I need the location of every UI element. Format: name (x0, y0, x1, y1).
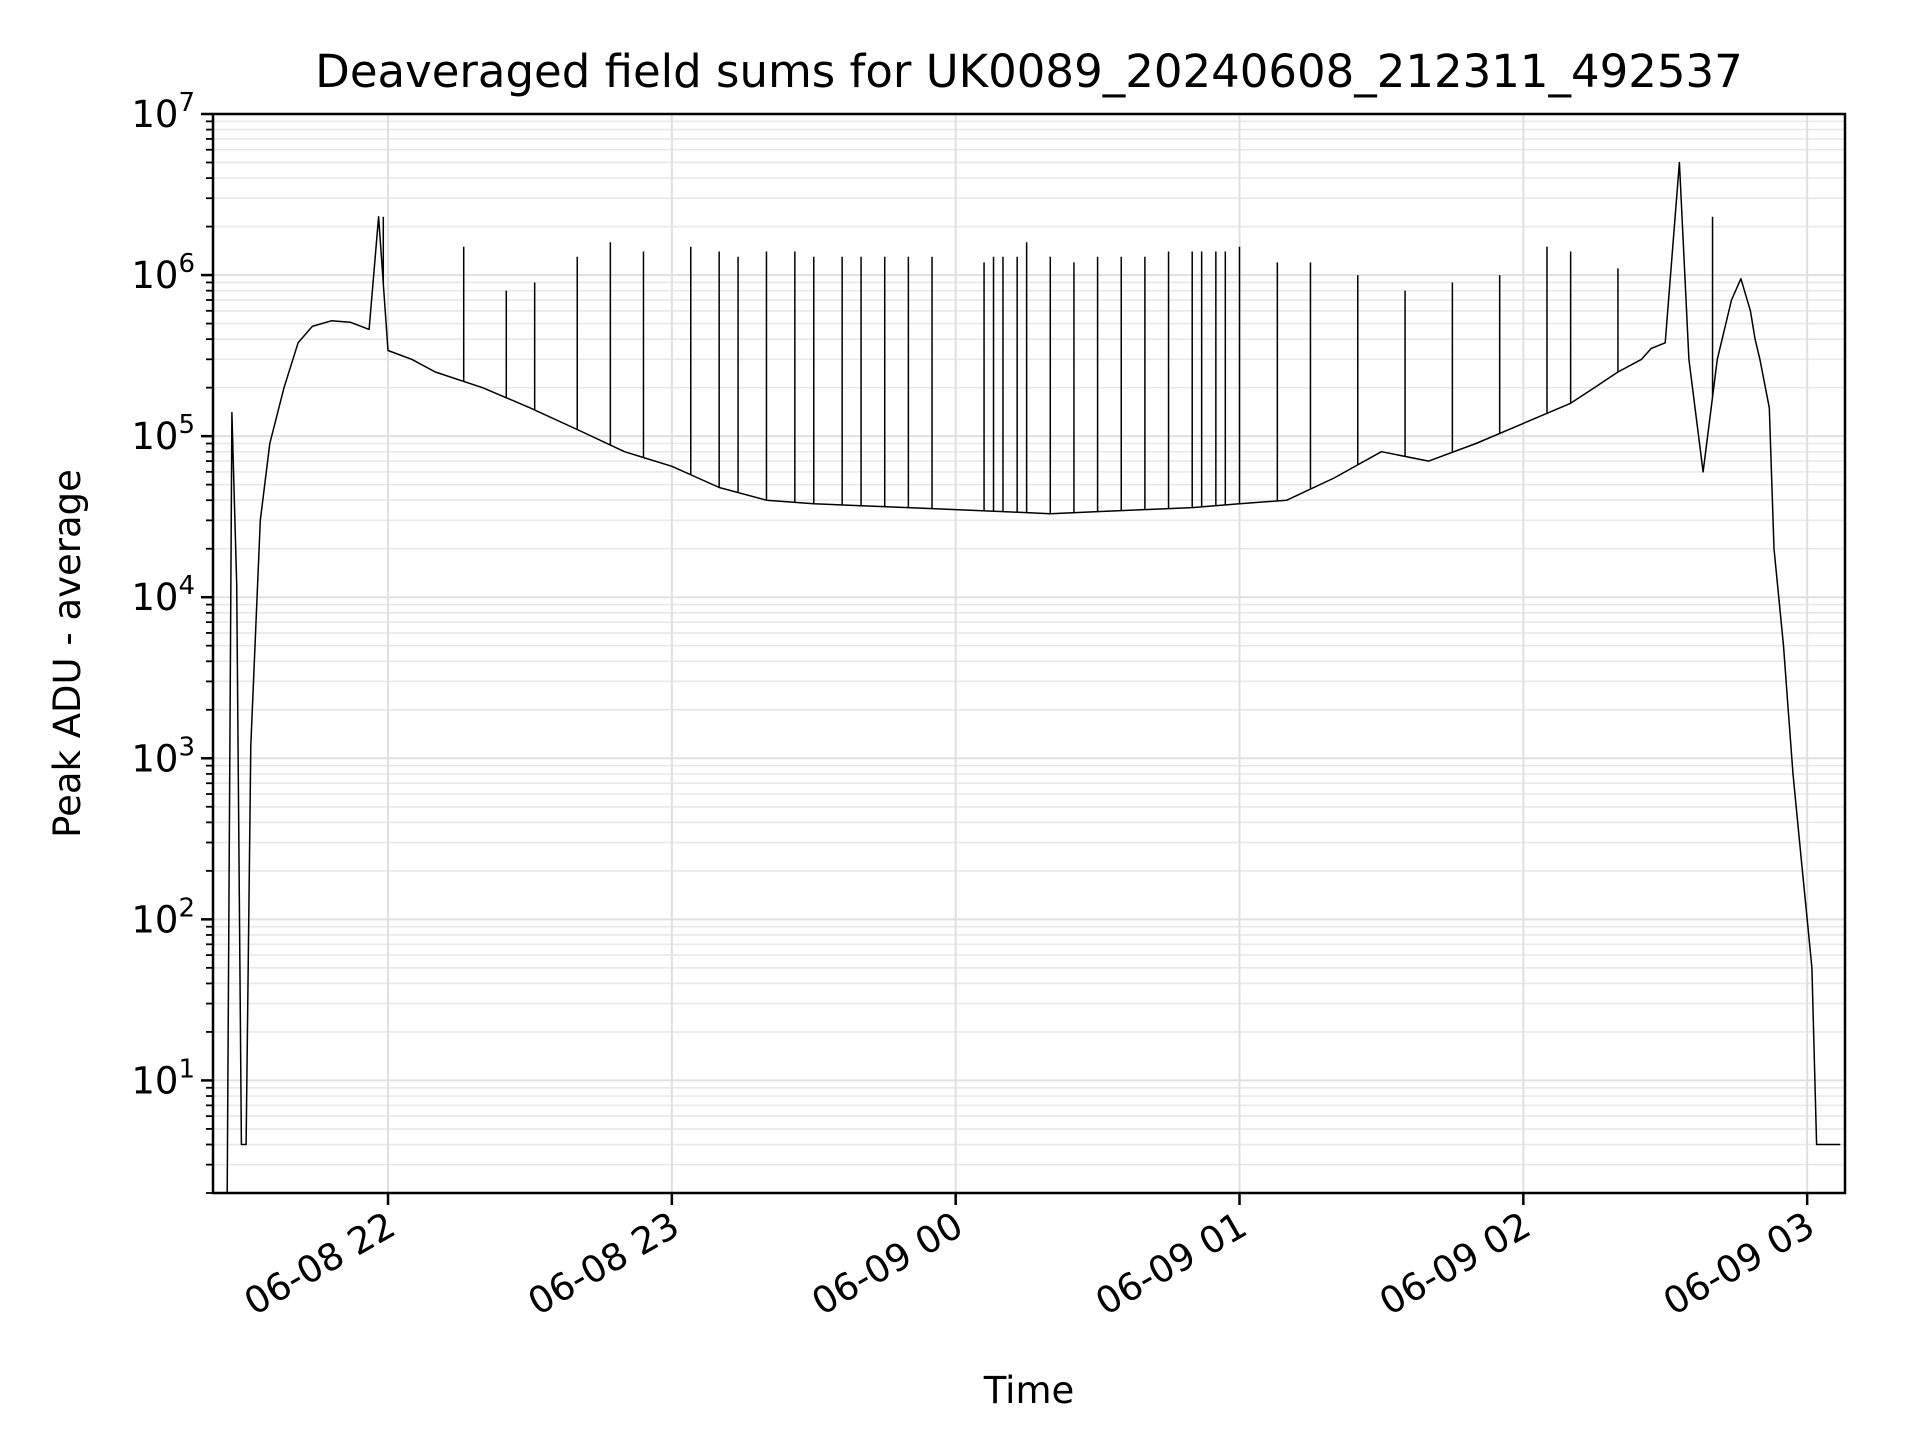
y-tick-label: 104 (131, 571, 195, 619)
y-tick-label: 102 (131, 893, 195, 941)
plot-area (226, 161, 1841, 1194)
y-tick-label: 103 (131, 732, 195, 780)
chart-title: Deaveraged field sums for UK0089_2024060… (315, 45, 1743, 98)
y-axis-label: Peak ADU - average (46, 469, 89, 838)
y-tick-label: 101 (131, 1054, 195, 1102)
y-tick-label: 106 (131, 249, 195, 297)
x-axis-label: Time (983, 1369, 1075, 1412)
grid (213, 113, 1845, 1194)
y-tick-label: 107 (131, 88, 195, 136)
y-tick-label: 105 (131, 410, 195, 458)
plot-frame (211, 112, 1847, 1195)
